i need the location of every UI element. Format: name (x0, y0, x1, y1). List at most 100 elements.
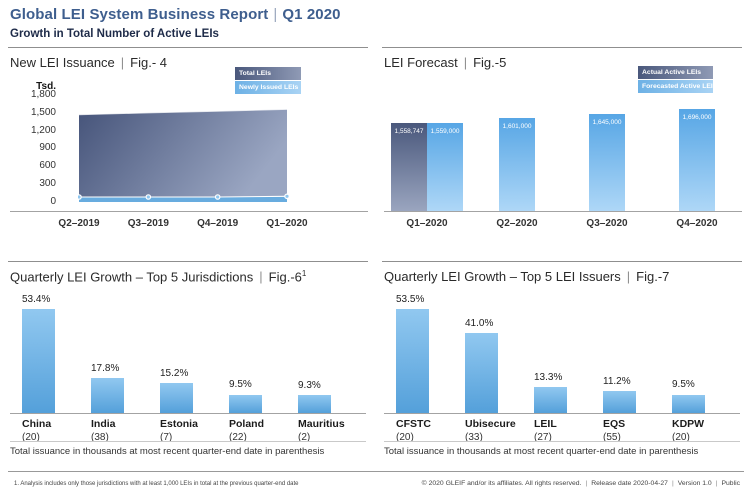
fig4-y-tick: 900 (39, 142, 56, 154)
category-label: Mauritius (298, 418, 345, 430)
fig4-area-chart (78, 108, 290, 202)
panel-top5-jurisdictions: Quarterly LEI Growth – Top 5 Jurisdictio… (8, 261, 368, 466)
fig7-title: Quarterly LEI Growth – Top 5 LEI Issuers… (384, 269, 742, 284)
legend-total-leis: Total LEIs (235, 67, 301, 80)
category-sub-label: (22) (229, 432, 247, 443)
fig4-y-tick: 300 (39, 178, 56, 190)
fig6-name-slot: China (20) (22, 418, 91, 443)
fig5-bar-group: 1,696,000 (652, 108, 742, 211)
fig6-bar-slot: 17.8% (91, 296, 160, 413)
fig6-name-slot: Mauritius (2) (298, 418, 367, 443)
panel-new-lei-issuance: New LEI Issuance | Fig.- 4 Total LEIs Newl… (8, 47, 368, 240)
fig6-bar-wrap: 9.5% (229, 296, 262, 413)
growth-bar (229, 394, 262, 413)
forecasted-active-bar: 1,696,000 (679, 108, 715, 211)
fig7-fig-label: Fig.-7 (636, 269, 670, 284)
bar-percent-label: 53.4% (22, 293, 51, 305)
fig4-fig-label: Fig.- 4 (130, 55, 168, 70)
footer-divider (8, 471, 744, 472)
fig7-bar-wrap: 9.5% (672, 296, 705, 413)
growth-bar (22, 308, 55, 413)
fig5-title-separator: | (463, 55, 468, 70)
legend-forecasted-active-leis: Forecasted Active LEIs (638, 80, 713, 93)
fig5-x-label: Q2–2020 (496, 218, 538, 229)
category-sub-label: (20) (22, 432, 40, 443)
category-label: KDPW (672, 418, 705, 430)
bar-percent-label: 41.0% (465, 318, 494, 330)
growth-bar (91, 378, 124, 413)
fig7-name-wrap: Ubisecure (33) (465, 418, 516, 443)
total-leis-top-edge (78, 108, 288, 116)
footer-separator: | (715, 480, 718, 487)
category-label: CFSTC (396, 418, 431, 430)
fig7-bar-slot: 9.5% (672, 296, 741, 413)
legend-newly-issued-leis: Newly Issued LEIs (235, 81, 301, 94)
category-label: India (91, 418, 116, 430)
fig6-title-text: Quarterly LEI Growth – Top 5 Jurisdictio… (10, 269, 254, 285)
fig6-caption-divider (10, 441, 366, 442)
fig6-name-wrap: China (20) (22, 418, 55, 443)
category-label: Ubisecure (465, 418, 516, 430)
forecasted-active-bar: 1,559,000 (427, 122, 463, 211)
fig6-name-wrap: Poland (22) (229, 418, 265, 443)
newly-issued-marker (78, 194, 82, 200)
fig6-bar-wrap: 15.2% (160, 296, 193, 413)
growth-bar (396, 308, 429, 413)
bar-percent-label: 9.3% (298, 379, 321, 391)
growth-bar (534, 387, 567, 413)
footer-meta: © 2020 GLEIF and/or its affiliates. All … (422, 480, 740, 487)
fig7-bar-wrap: 11.2% (603, 296, 636, 413)
fig7-bar-slot: 41.0% (465, 296, 534, 413)
fig7-name-slot: CFSTC (20) (396, 418, 465, 443)
footnote: 1. Analysis includes only those jurisdic… (14, 481, 299, 487)
fig7-bar-slot: 53.5% (396, 294, 465, 413)
bar-percent-label: 17.8% (91, 363, 120, 375)
fig4-y-tick: 600 (39, 160, 56, 172)
category-label: EQS (603, 418, 626, 430)
fig6-bars: 53.4% 17.8% 15.2% 9.5% 9.3% (22, 293, 367, 413)
fig4-x-label: Q2–2019 (58, 218, 100, 229)
fig7-bar-slot: 11.2% (603, 296, 672, 413)
report-title-row: Global LEI System Business Report | Q1 202… (10, 6, 341, 23)
bar-value-label: 1,558,747 (394, 127, 424, 135)
fig5-bar-group: 1,558,747 1,559,000 (382, 122, 472, 211)
report-subtitle: Growth in Total Number of Active LEIs (10, 28, 219, 40)
fig6-bar-slot: 9.3% (298, 296, 367, 413)
fig7-bar-wrap: 13.3% (534, 296, 567, 413)
fig7-name-slot: Ubisecure (33) (465, 418, 534, 443)
fig5-title-text: LEI Forecast (384, 55, 458, 70)
category-sub-label: (20) (396, 432, 414, 443)
category-sub-label: (2) (298, 432, 311, 443)
fig7-bar-wrap: 53.5% (396, 294, 429, 413)
fig5-x-label: Q3–2020 (586, 218, 628, 229)
fig5-x-axis-line (384, 211, 742, 212)
category-label: Estonia (160, 418, 198, 430)
report-header: Global LEI System Business Report | Q1 202… (10, 6, 341, 40)
fig7-bar-wrap: 41.0% (465, 296, 498, 413)
category-sub-label: (27) (534, 432, 552, 443)
copyright: © 2020 GLEIF and/or its affiliates. All … (421, 480, 582, 487)
fig4-title-text: New LEI Issuance (10, 55, 115, 70)
newly-issued-band (79, 196, 287, 202)
fig7-bar-slot: 13.3% (534, 296, 603, 413)
footer: 1. Analysis includes only those jurisdic… (14, 480, 740, 487)
fig4-title-separator: | (120, 55, 125, 70)
category-label: Poland (229, 418, 265, 430)
bar-value-label: 1,601,000 (502, 123, 532, 131)
fig6-bar-wrap: 53.4% (22, 293, 55, 413)
bar-percent-label: 11.2% (603, 376, 631, 388)
fig7-caption: Total issuance in thousands at most rece… (384, 446, 699, 457)
fig4-y-axis: 1,800 1,500 1,200 900 600 300 0 (16, 48, 56, 218)
fig6-name-wrap: Mauritius (2) (298, 418, 345, 443)
fig6-category-labels: China (20) India (38) Estonia (7) Poland (22) Ma… (22, 418, 367, 443)
bar-percent-label: 13.3% (534, 372, 563, 384)
fig5-x-label: Q4–2020 (676, 218, 718, 229)
fig4-y-tick: 1,800 (30, 89, 56, 100)
fig6-title: Quarterly LEI Growth – Top 5 Jurisdictio… (10, 269, 368, 284)
fig4-title: New LEI Issuance | Fig.- 4 (10, 55, 368, 70)
fig7-x-axis-line (384, 413, 740, 414)
fig6-bar-wrap: 17.8% (91, 296, 124, 413)
bar-value-label: 1,696,000 (682, 113, 712, 121)
newly-issued-top-edge (79, 195, 288, 198)
visibility: Public (721, 480, 740, 487)
